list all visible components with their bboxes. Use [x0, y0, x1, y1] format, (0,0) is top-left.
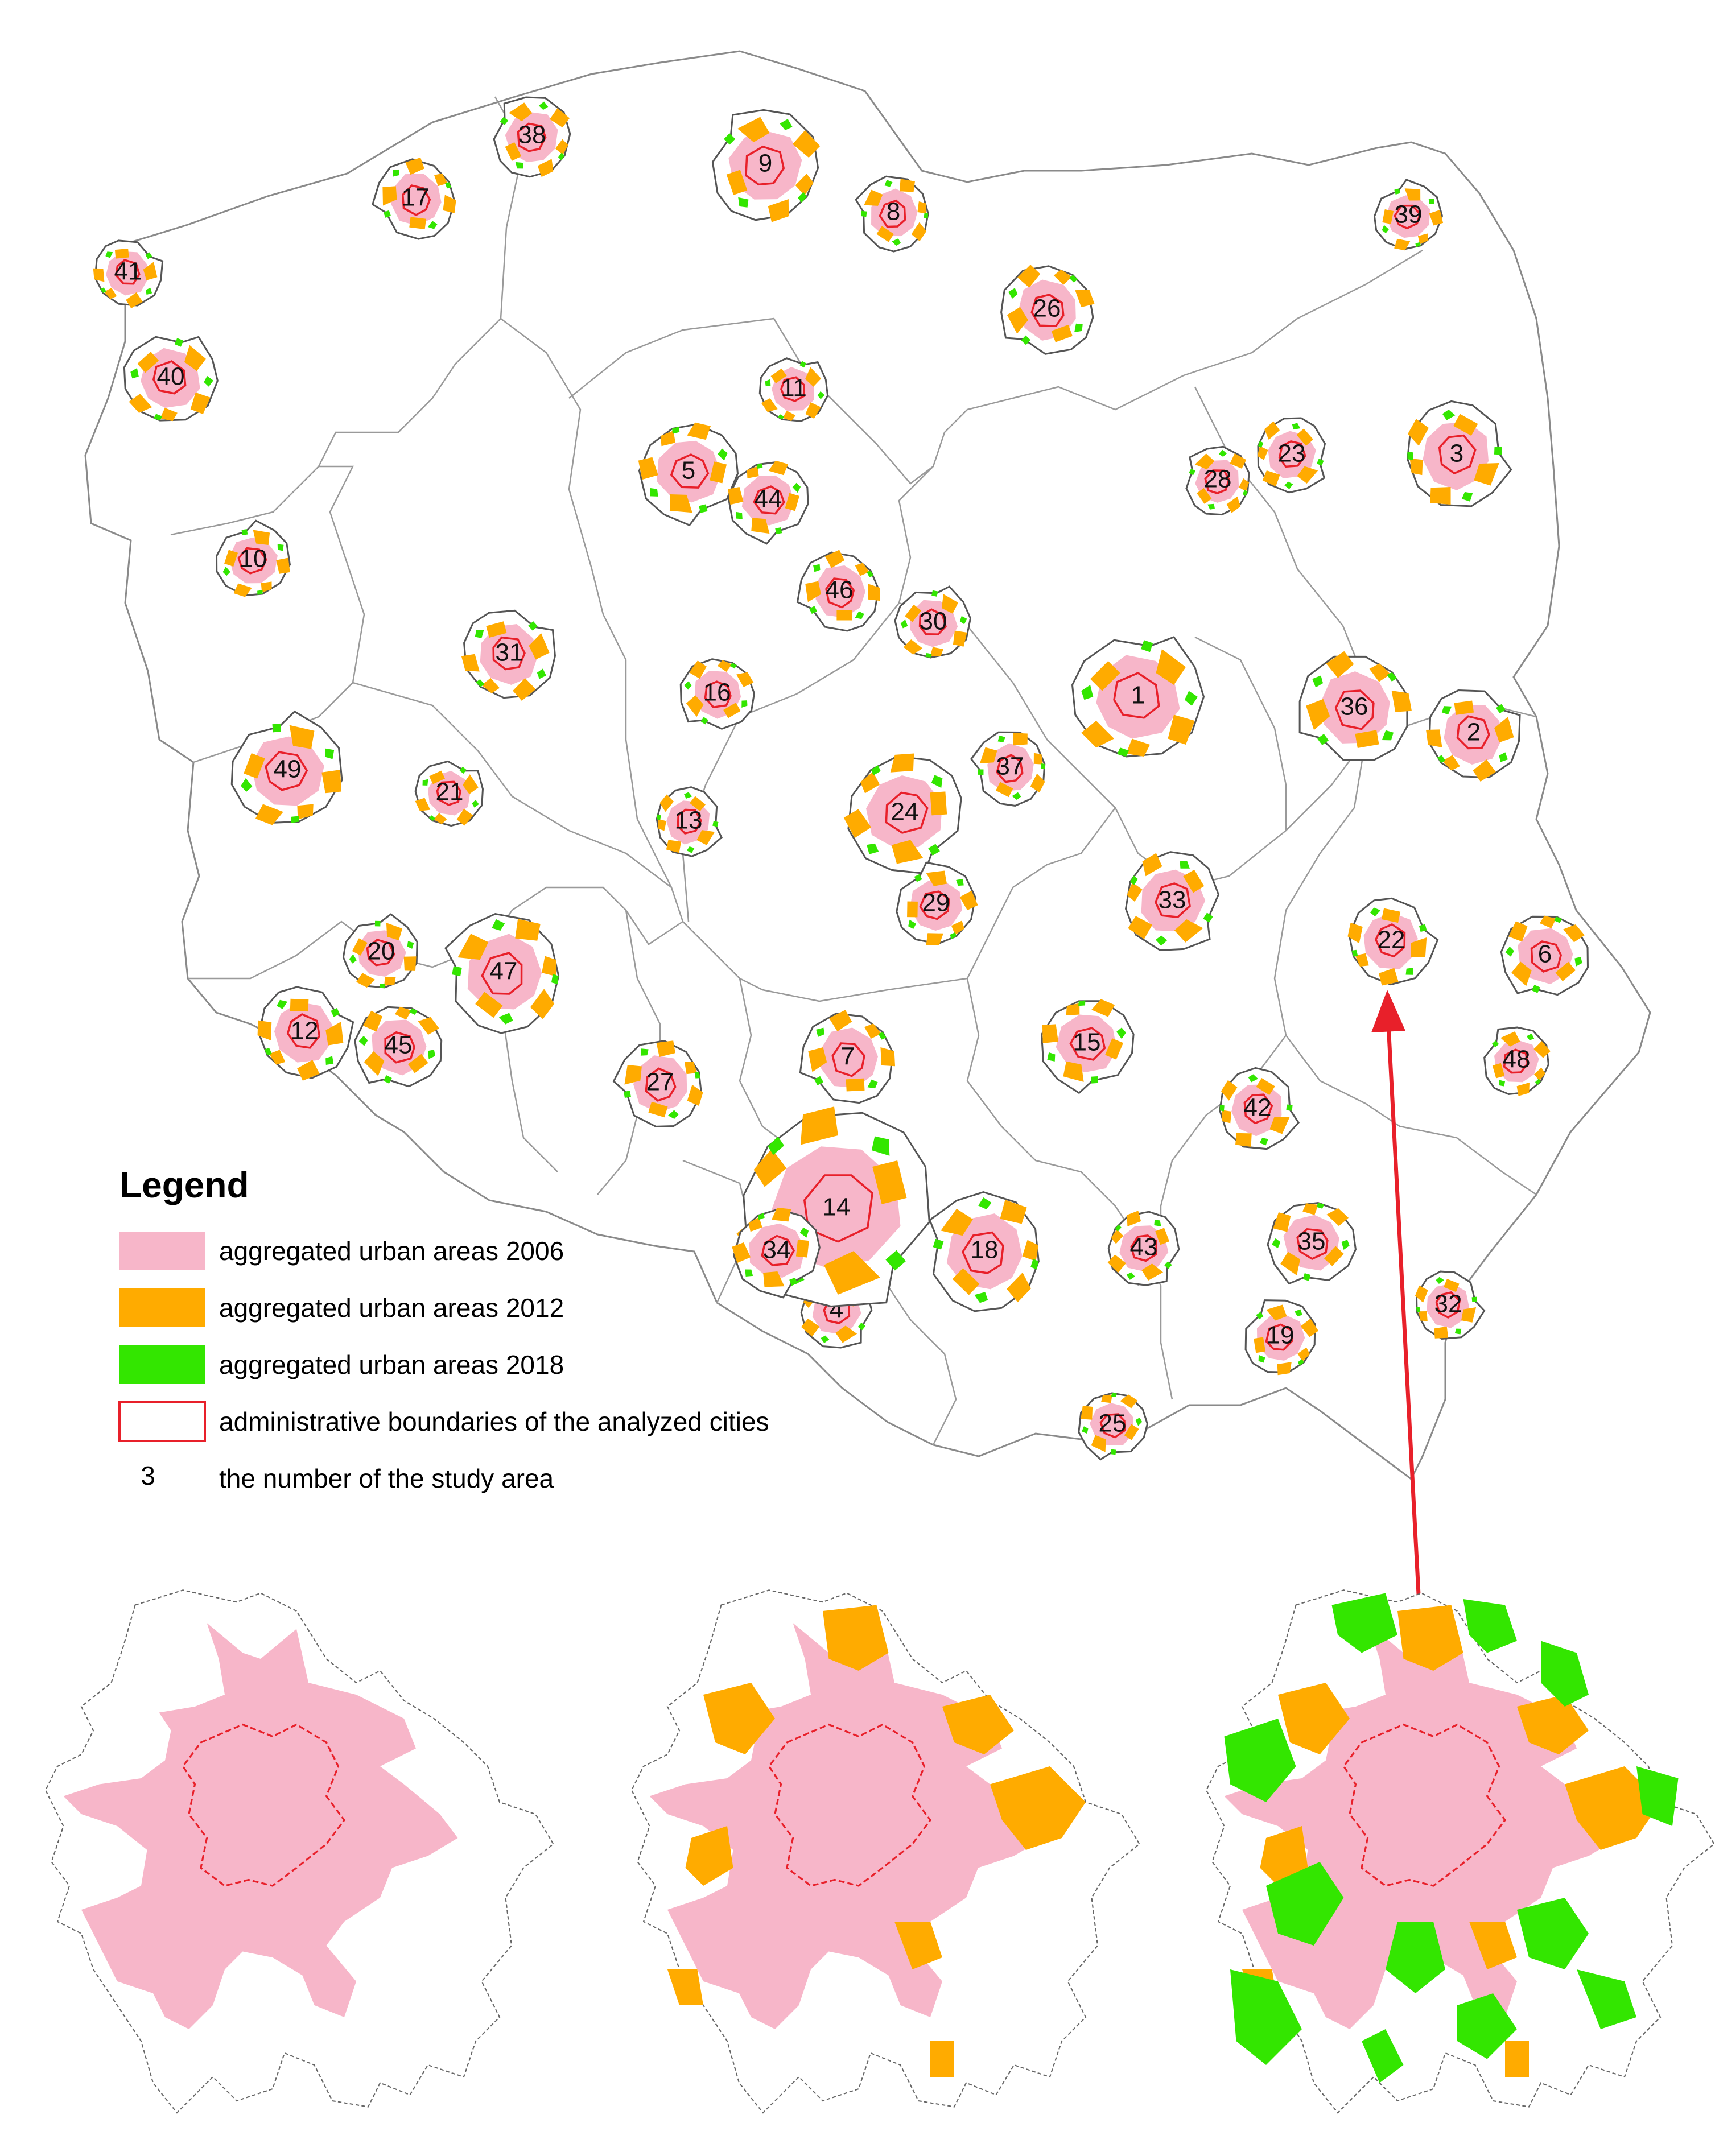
legend: Legend aggregated urban areas 2006 aggre…: [118, 1164, 769, 1493]
study-area-number-3: 3: [1450, 440, 1463, 468]
legend-label-number: the number of the study area: [219, 1464, 554, 1493]
legend-swatch-2012: [119, 1288, 205, 1327]
study-area-number-8: 8: [887, 198, 900, 226]
legend-swatch-2018: [119, 1345, 205, 1384]
detail-pointer-arrow: [1371, 990, 1422, 1616]
country-outline: [84, 50, 1651, 1481]
study-area-number-19: 19: [1267, 1321, 1295, 1349]
study-area-number-10: 10: [240, 545, 267, 573]
legend-label-2006: aggregated urban areas 2006: [219, 1236, 564, 1266]
study-area-number-34: 34: [763, 1236, 791, 1264]
study-area-number-40: 40: [157, 363, 185, 391]
study-area-number-27: 27: [646, 1068, 674, 1096]
study-area-number-20: 20: [368, 937, 395, 965]
legend-label-2012: aggregated urban areas 2012: [219, 1293, 564, 1323]
study-area-number-7: 7: [841, 1043, 855, 1071]
study-area-number-35: 35: [1298, 1228, 1326, 1255]
study-area-number-6: 6: [1538, 940, 1552, 968]
study-area-number-45: 45: [385, 1031, 413, 1059]
study-area-number-18: 18: [971, 1236, 999, 1264]
study-area-number-30: 30: [920, 608, 947, 635]
study-area-number-32: 32: [1434, 1290, 1462, 1318]
study-area-number-17: 17: [402, 184, 430, 212]
study-area-number-39: 39: [1395, 201, 1423, 229]
study-area-number-11: 11: [781, 374, 807, 402]
study-area-number-22: 22: [1378, 926, 1405, 954]
study-area-number-15: 15: [1073, 1029, 1101, 1056]
study-area-number-26: 26: [1033, 295, 1061, 323]
detail-panel-2006: [44, 1589, 554, 2114]
study-area-number-49: 49: [274, 755, 302, 783]
study-area-number-16: 16: [703, 679, 731, 707]
detail-panel-2018: [1205, 1589, 1715, 2114]
study-area-number-5: 5: [682, 457, 695, 485]
detail-panel-2012: [630, 1589, 1140, 2114]
study-area-number-36: 36: [1341, 693, 1368, 721]
study-areas: 1234567891011121314151617181920212223242…: [80, 85, 1593, 1464]
study-area-number-31: 31: [496, 639, 523, 667]
legend-label-boundary: administrative boundaries of the analyze…: [219, 1407, 769, 1436]
study-area-number-14: 14: [823, 1193, 851, 1221]
study-area-number-37: 37: [996, 753, 1024, 780]
legend-label-2018: aggregated urban areas 2018: [219, 1350, 564, 1379]
study-area-number-1: 1: [1131, 682, 1145, 709]
study-area-number-48: 48: [1503, 1046, 1531, 1073]
legend-number-sample: 3: [141, 1461, 155, 1490]
study-area-number-43: 43: [1130, 1233, 1158, 1261]
legend-swatch-boundary: [118, 1401, 206, 1442]
study-area-number-38: 38: [518, 121, 546, 149]
study-area-number-21: 21: [436, 778, 464, 806]
legend-swatch-2006: [119, 1232, 205, 1270]
study-area-number-28: 28: [1204, 465, 1232, 493]
study-area-number-9: 9: [758, 150, 772, 177]
study-area-number-29: 29: [922, 889, 950, 917]
legend-title: Legend: [119, 1164, 249, 1205]
study-area-number-23: 23: [1278, 440, 1306, 468]
study-area-number-42: 42: [1244, 1094, 1272, 1122]
study-area-number-33: 33: [1159, 886, 1186, 914]
study-area-number-25: 25: [1099, 1410, 1127, 1438]
study-area-number-41: 41: [114, 258, 142, 286]
study-area-number-12: 12: [291, 1017, 319, 1045]
study-area-number-13: 13: [675, 807, 703, 835]
study-area-number-44: 44: [755, 485, 782, 513]
study-area-number-2: 2: [1467, 718, 1481, 746]
detail-panels: [44, 1589, 1715, 2114]
study-area-number-46: 46: [826, 576, 854, 604]
study-area-number-47: 47: [490, 957, 518, 985]
study-area-number-24: 24: [891, 798, 919, 826]
